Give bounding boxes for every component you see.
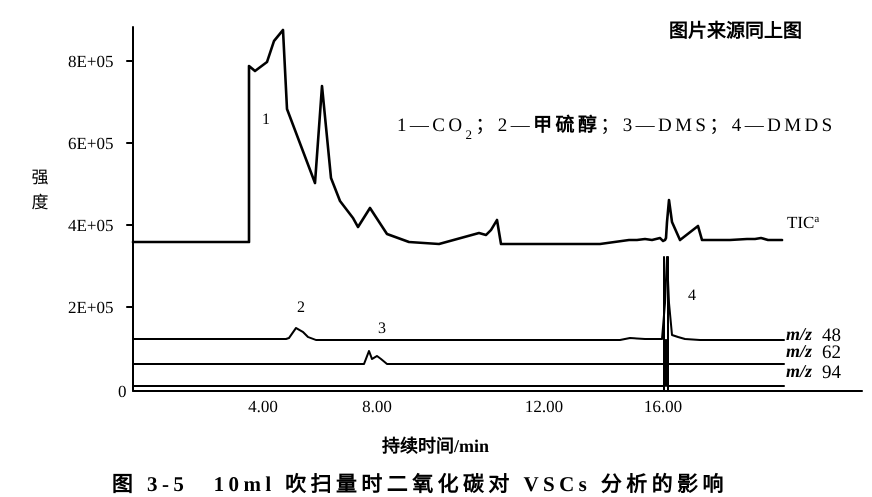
svg-text:强: 强: [32, 168, 49, 187]
svg-text:2: 2: [297, 299, 305, 316]
svg-text:1—CO2；2—甲硫醇；3—DMS；4—DMDS: 1—CO2；2—甲硫醇；3—DMS；4—DMDS: [397, 114, 836, 142]
svg-text:图 3-5 10ml 吹扫量时二氧化碳对 VSCs 分析的影: 图 3-5 10ml 吹扫量时二氧化碳对 VSCs 分析的影响: [112, 472, 728, 496]
svg-text:4.00: 4.00: [248, 397, 278, 416]
svg-text:6E+05: 6E+05: [68, 134, 113, 153]
svg-text:62: 62: [822, 342, 841, 363]
svg-text:4: 4: [688, 287, 696, 304]
svg-text:8E+05: 8E+05: [68, 52, 113, 71]
svg-text:度: 度: [32, 193, 49, 212]
svg-text:16.00: 16.00: [644, 397, 682, 416]
svg-text:94: 94: [822, 362, 842, 383]
svg-text:0: 0: [118, 382, 127, 401]
svg-text:m/z: m/z: [786, 361, 812, 381]
svg-text:图片来源同上图: 图片来源同上图: [669, 20, 802, 42]
svg-text:8.00: 8.00: [362, 397, 392, 416]
svg-text:4E+05: 4E+05: [68, 216, 113, 235]
svg-text:m/z: m/z: [786, 341, 812, 361]
svg-text:12.00: 12.00: [525, 397, 563, 416]
svg-text:3: 3: [378, 320, 386, 337]
svg-text:持续时间/min: 持续时间/min: [382, 436, 489, 456]
svg-text:TICa: TICa: [787, 213, 819, 232]
svg-text:1: 1: [262, 111, 270, 128]
svg-text:2E+05: 2E+05: [68, 298, 113, 317]
